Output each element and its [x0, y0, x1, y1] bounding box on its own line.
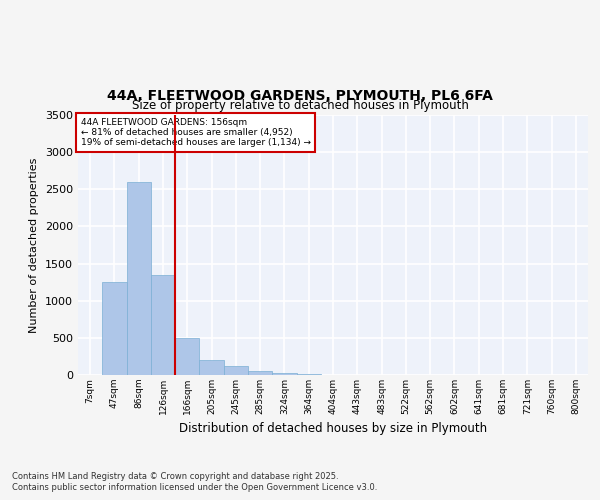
Bar	[296, 374, 321, 375]
Text: 44A FLEETWOOD GARDENS: 156sqm
← 81% of detached houses are smaller (4,952)
19% o: 44A FLEETWOOD GARDENS: 156sqm ← 81% of d…	[80, 118, 311, 148]
Bar	[102, 282, 127, 375]
Text: Size of property relative to detached houses in Plymouth: Size of property relative to detached ho…	[131, 100, 469, 112]
Text: 44A, FLEETWOOD GARDENS, PLYMOUTH, PL6 6FA: 44A, FLEETWOOD GARDENS, PLYMOUTH, PL6 6F…	[107, 88, 493, 102]
Bar	[199, 360, 224, 375]
Bar	[224, 366, 248, 375]
Bar	[175, 338, 199, 375]
Text: Contains public sector information licensed under the Open Government Licence v3: Contains public sector information licen…	[12, 484, 377, 492]
Bar	[248, 372, 272, 375]
Bar	[272, 373, 296, 375]
Y-axis label: Number of detached properties: Number of detached properties	[29, 158, 40, 332]
Bar	[151, 274, 175, 375]
Text: Contains HM Land Registry data © Crown copyright and database right 2025.: Contains HM Land Registry data © Crown c…	[12, 472, 338, 481]
Bar	[127, 182, 151, 375]
X-axis label: Distribution of detached houses by size in Plymouth: Distribution of detached houses by size …	[179, 422, 487, 436]
